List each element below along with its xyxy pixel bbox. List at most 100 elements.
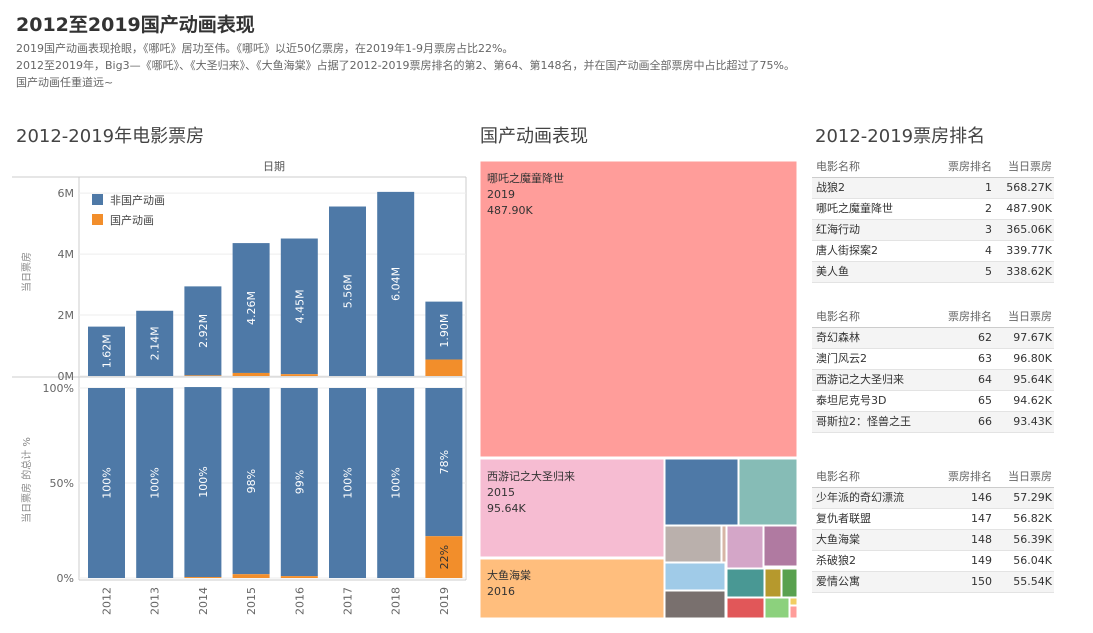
top-data-label-non-animation: 2.14M <box>149 326 162 360</box>
table-row[interactable]: 哥斯拉2：怪兽之王 66 93.43K <box>812 412 1054 433</box>
header-movie-name: 电影名称 <box>812 157 938 177</box>
cell-box: 94.62K <box>992 391 1054 411</box>
bottom-data-label-non-animation: 100% <box>101 467 114 498</box>
legend: 非国产动画 国产动画 <box>92 193 165 227</box>
ranking-table-header: 电影名称 票房排名 当日票房 <box>812 157 1054 178</box>
cell-name: 泰坦尼克号3D <box>812 391 938 411</box>
cell-name: 杀破狼2 <box>812 551 938 571</box>
treemap-dasheng-year: 2015 <box>487 486 515 499</box>
table-row[interactable]: 唐人街探案2 4 339.77K <box>812 241 1054 262</box>
bottom-data-label-non-animation: 98% <box>245 469 258 493</box>
x-tick-label: 2016 <box>293 587 306 615</box>
treemap-tile-small-10[interactable] <box>782 569 797 597</box>
treemap-nezha-name: 哪吒之魔童降世 <box>487 171 564 185</box>
treemap-tile-small-2[interactable] <box>739 459 797 525</box>
page-title: 2012至2019国产动画表现 <box>16 10 255 37</box>
top-bar-animation[interactable] <box>425 360 462 376</box>
table-row[interactable]: 澳门风云2 63 96.80K <box>812 349 1054 370</box>
animation-section-title: 国产动画表现 <box>480 122 588 148</box>
treemap-tile-small-13[interactable] <box>765 598 789 618</box>
treemap-tile-small-1[interactable] <box>665 459 738 525</box>
treemap-tile-small-7[interactable] <box>665 563 725 590</box>
top-bar-animation[interactable] <box>233 373 270 376</box>
treemap-dayu-name: 大鱼海棠 <box>487 568 531 582</box>
legend-swatch-animation <box>92 214 103 225</box>
cell-box: 95.64K <box>992 370 1054 390</box>
top-y-tick-label: 4M <box>58 248 75 261</box>
bottom-bar-animation[interactable] <box>233 574 270 578</box>
cell-name: 红海行动 <box>812 220 938 240</box>
cell-rank: 147 <box>938 509 992 529</box>
header-rank: 票房排名 <box>938 307 992 327</box>
top-y-tick-label: 6M <box>58 187 75 200</box>
cell-name: 复仇者联盟 <box>812 509 938 529</box>
cell-rank: 149 <box>938 551 992 571</box>
x-tick-label: 2015 <box>245 587 258 615</box>
table-row[interactable]: 杀破狼2 149 56.04K <box>812 551 1054 572</box>
treemap-tile-small-3[interactable] <box>665 526 721 562</box>
top-y-tick-label: 2M <box>58 309 75 322</box>
bottom-bar-animation[interactable] <box>184 577 221 578</box>
cell-rank: 3 <box>938 220 992 240</box>
x-tick-label: 2013 <box>149 587 162 615</box>
table-row[interactable]: 大鱼海棠 148 56.39K <box>812 530 1054 551</box>
cell-rank: 66 <box>938 412 992 432</box>
x-tick-label: 2019 <box>438 587 451 615</box>
table-row[interactable]: 泰坦尼克号3D 65 94.62K <box>812 391 1054 412</box>
treemap-tile-small-9[interactable] <box>765 569 781 597</box>
cell-name: 唐人街探案2 <box>812 241 938 261</box>
treemap-tile-small-15[interactable] <box>790 606 797 618</box>
header-movie-name: 电影名称 <box>812 307 938 327</box>
table-row[interactable]: 爱情公寓 150 55.54K <box>812 572 1054 593</box>
bottom-data-label-non-animation: 99% <box>293 470 306 494</box>
cell-rank: 4 <box>938 241 992 261</box>
header-rank: 票房排名 <box>938 157 992 177</box>
top-data-label-non-animation: 6.04M <box>390 267 403 301</box>
table-row[interactable]: 奇幻森林 62 97.67K <box>812 328 1054 349</box>
treemap-nezha-value: 487.90K <box>487 204 533 217</box>
legend-label-non-animation: 非国产动画 <box>110 193 165 207</box>
treemap-dasheng-name: 西游记之大圣归来 <box>487 469 575 483</box>
description-line-1: 2019国产动画表现抢眼，《哪吒》居功至伟。《哪吒》以近50亿票房，在2019年… <box>16 40 513 56</box>
top-data-label-non-animation: 4.45M <box>293 289 306 323</box>
table-row[interactable]: 复仇者联盟 147 56.82K <box>812 509 1054 530</box>
cell-rank: 63 <box>938 349 992 369</box>
treemap-tile-small-12[interactable] <box>727 598 764 618</box>
bottom-data-label-non-animation: 100% <box>342 467 355 498</box>
cell-name: 大鱼海棠 <box>812 530 938 550</box>
table-row[interactable]: 少年派的奇幻漂流 146 57.29K <box>812 488 1054 509</box>
cell-name: 澳门风云2 <box>812 349 938 369</box>
cell-name: 哥斯拉2：怪兽之王 <box>812 412 938 432</box>
table-row[interactable]: 西游记之大圣归来 64 95.64K <box>812 370 1054 391</box>
bottom-y-tick-label: 0% <box>57 572 74 585</box>
box-office-section-title: 2012-2019年电影票房 <box>16 122 204 148</box>
cell-box: 339.77K <box>992 241 1054 261</box>
top-data-label-non-animation: 1.90M <box>438 314 451 348</box>
table-row[interactable]: 哪吒之魔童降世 2 487.90K <box>812 199 1054 220</box>
treemap-tile-small-8[interactable] <box>727 569 764 597</box>
bottom-data-label-non-animation: 78% <box>438 450 451 474</box>
bottom-y-tick-label: 50% <box>50 477 74 490</box>
treemap-tile-small-11[interactable] <box>665 591 725 618</box>
bottom-y-tick-label: 100% <box>43 382 74 395</box>
treemap-tile-small-14[interactable] <box>790 598 797 605</box>
bottom-bar-animation[interactable] <box>281 576 318 578</box>
description-line-3: 国产动画任重道远~ <box>16 74 113 90</box>
x-tick-label: 2012 <box>101 587 114 615</box>
ranking-table-1: 电影名称 票房排名 当日票房 战狼2 1 568.27K 哪吒之魔童降世 2 487.9… <box>812 157 1054 283</box>
table-row[interactable]: 战狼2 1 568.27K <box>812 178 1054 199</box>
treemap-tile-small-6[interactable] <box>764 526 797 566</box>
bottom-data-label-animation: 22% <box>438 545 451 569</box>
cell-rank: 5 <box>938 262 992 282</box>
ranking-table-header: 电影名称 票房排名 当日票房 <box>812 307 1054 328</box>
treemap-tile-small-4[interactable] <box>722 526 726 562</box>
header-box-office: 当日票房 <box>992 157 1054 177</box>
cell-rank: 1 <box>938 178 992 198</box>
top-bar-animation[interactable] <box>281 374 318 376</box>
table-row[interactable]: 美人鱼 5 338.62K <box>812 262 1054 283</box>
legend-label-animation: 国产动画 <box>110 213 154 227</box>
top-bar-animation[interactable] <box>184 375 221 376</box>
treemap-tile-small-5[interactable] <box>727 526 763 568</box>
top-data-label-non-animation: 1.62M <box>101 334 114 368</box>
table-row[interactable]: 红海行动 3 365.06K <box>812 220 1054 241</box>
